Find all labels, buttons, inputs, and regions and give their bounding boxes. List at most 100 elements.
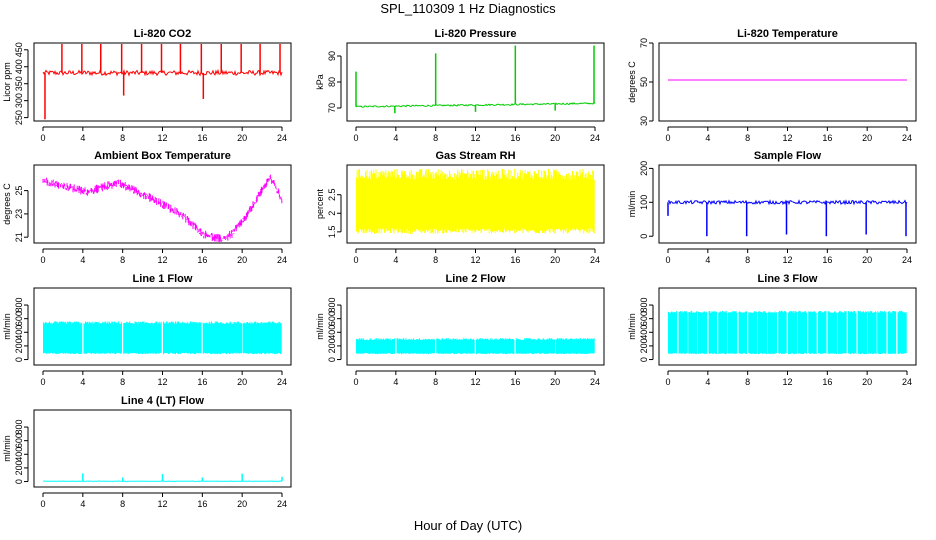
line4-xtick-label-24: 24 (277, 499, 287, 509)
licor_temp-xtick-label-4: 4 (705, 133, 710, 143)
line3-xtick-label-4: 4 (705, 377, 710, 387)
line2-ytick-label-200: 200 (327, 338, 337, 353)
line2-series (356, 338, 595, 355)
rh-title: Gas Stream RH (435, 150, 515, 162)
licor_temp-xtick-label-12: 12 (782, 133, 792, 143)
line3-ytick-label-600: 600 (639, 311, 649, 326)
co2-xtick-label-12: 12 (157, 133, 167, 143)
line1-ytick-label-200: 200 (14, 338, 24, 353)
sample_flow-xtick-label-16: 16 (822, 255, 832, 265)
pressure-ylabel: kPa (315, 74, 325, 90)
line4-xtick-label-16: 16 (197, 499, 207, 509)
rh-ytick-label-1.5: 1.5 (327, 226, 337, 239)
line4-ytick-label-200: 200 (14, 460, 24, 475)
co2-ytick-label-350: 350 (14, 76, 24, 91)
box_temp-xtick-label-24: 24 (277, 255, 287, 265)
line3-ytick-label-800: 800 (639, 298, 649, 313)
sample_flow-xtick-label-0: 0 (665, 255, 670, 265)
sample_flow-ylabel: ml/min (627, 191, 637, 218)
pressure-xtick-label-0: 0 (353, 133, 358, 143)
licor_temp-plot-box (658, 42, 917, 122)
line2-ylabel: ml/min (315, 313, 325, 340)
pressure-xtick-label-24: 24 (590, 133, 600, 143)
line2-xtick-label-8: 8 (433, 377, 438, 387)
line2-ytick-label-0: 0 (327, 357, 337, 362)
sample_flow-series (667, 199, 908, 206)
line4-ytick-label-0: 0 (14, 479, 24, 484)
line3-plot-box (658, 287, 917, 366)
line2-plot-box (346, 287, 605, 366)
co2-ytick-label-450: 450 (14, 42, 24, 57)
co2-title: Li-820 CO2 (134, 28, 191, 40)
line1-xtick-label-16: 16 (197, 377, 207, 387)
line4-xtick-label-12: 12 (157, 499, 167, 509)
pressure-xtick-label-16: 16 (510, 133, 520, 143)
line3-ylabel: ml/min (627, 313, 637, 340)
co2-xtick-label-24: 24 (277, 133, 287, 143)
box_temp-ytick-label-21: 21 (14, 232, 24, 242)
co2-xtick-label-20: 20 (237, 133, 247, 143)
pressure-xtick-label-20: 20 (550, 133, 560, 143)
rh-plot-box (346, 164, 605, 244)
sample_flow-title: Sample Flow (754, 150, 822, 162)
line1-xtick-label-12: 12 (157, 377, 167, 387)
box_temp-ytick-label-25: 25 (14, 186, 24, 196)
line4-xtick-label-0: 0 (40, 499, 45, 509)
sample_flow-xtick-label-4: 4 (705, 255, 710, 265)
line1-ytick-label-400: 400 (14, 325, 24, 340)
rh-ytick-label-2: 2 (327, 211, 337, 216)
pressure-xtick-label-4: 4 (393, 133, 398, 143)
sample_flow-ytick-label-100: 100 (639, 195, 649, 210)
box_temp-series (42, 174, 283, 242)
line1-plot-box (33, 287, 292, 366)
licor_temp-xtick-label-16: 16 (822, 133, 832, 143)
co2-ytick-label-250: 250 (14, 110, 24, 125)
licor_temp-ytick-label-70: 70 (639, 38, 649, 48)
co2-xtick-label-0: 0 (40, 133, 45, 143)
co2-ylabel: Licor ppm (2, 62, 12, 102)
line2-xtick-label-4: 4 (393, 377, 398, 387)
line2-ytick-label-400: 400 (327, 325, 337, 340)
line2-xtick-label-12: 12 (470, 377, 480, 387)
line3-xtick-label-0: 0 (665, 377, 670, 387)
line3-xtick-label-24: 24 (902, 377, 912, 387)
rh-xtick-label-4: 4 (393, 255, 398, 265)
line1-xtick-label-8: 8 (120, 377, 125, 387)
line2-ytick-label-800: 800 (327, 298, 337, 313)
rh-xtick-label-8: 8 (433, 255, 438, 265)
line4-xtick-label-4: 4 (80, 499, 85, 509)
line3-xtick-label-12: 12 (782, 377, 792, 387)
licor_temp-xtick-label-0: 0 (665, 133, 670, 143)
line4-xtick-label-8: 8 (120, 499, 125, 509)
rh-ytick-label-2.5: 2.5 (327, 188, 337, 201)
licor_temp-title: Li-820 Temperature (737, 28, 838, 40)
figure-title: SPL_110309 1 Hz Diagnostics (380, 1, 556, 16)
sample_flow-xtick-label-12: 12 (782, 255, 792, 265)
box_temp-xtick-label-16: 16 (197, 255, 207, 265)
box_temp-xtick-label-20: 20 (237, 255, 247, 265)
licor_temp-xtick-label-20: 20 (862, 133, 872, 143)
pressure-ytick-label-80: 80 (327, 77, 337, 87)
licor_temp-ytick-label-30: 30 (639, 116, 649, 126)
pressure-xtick-label-8: 8 (433, 133, 438, 143)
box_temp-ytick-label-23: 23 (14, 209, 24, 219)
pressure-plot-box (346, 42, 605, 122)
sample_flow-xtick-label-24: 24 (902, 255, 912, 265)
sample_flow-plot-box (658, 164, 917, 244)
line1-title: Line 1 Flow (133, 273, 193, 285)
rh-xtick-label-20: 20 (550, 255, 560, 265)
line3-ytick-label-200: 200 (639, 338, 649, 353)
licor_temp-ytick-label-50: 50 (639, 77, 649, 87)
sample_flow-ytick-label-200: 200 (639, 161, 649, 176)
co2-ytick-label-400: 400 (14, 59, 24, 74)
box_temp-ylabel: degrees C (2, 183, 12, 225)
rh-ylabel: percent (315, 188, 325, 219)
box_temp-xtick-label-4: 4 (80, 255, 85, 265)
line1-xtick-label-24: 24 (277, 377, 287, 387)
sample_flow-ytick-label-0: 0 (639, 234, 649, 239)
line3-ytick-label-400: 400 (639, 325, 649, 340)
line1-xtick-label-0: 0 (40, 377, 45, 387)
box_temp-title: Ambient Box Temperature (94, 150, 231, 162)
box_temp-xtick-label-8: 8 (120, 255, 125, 265)
